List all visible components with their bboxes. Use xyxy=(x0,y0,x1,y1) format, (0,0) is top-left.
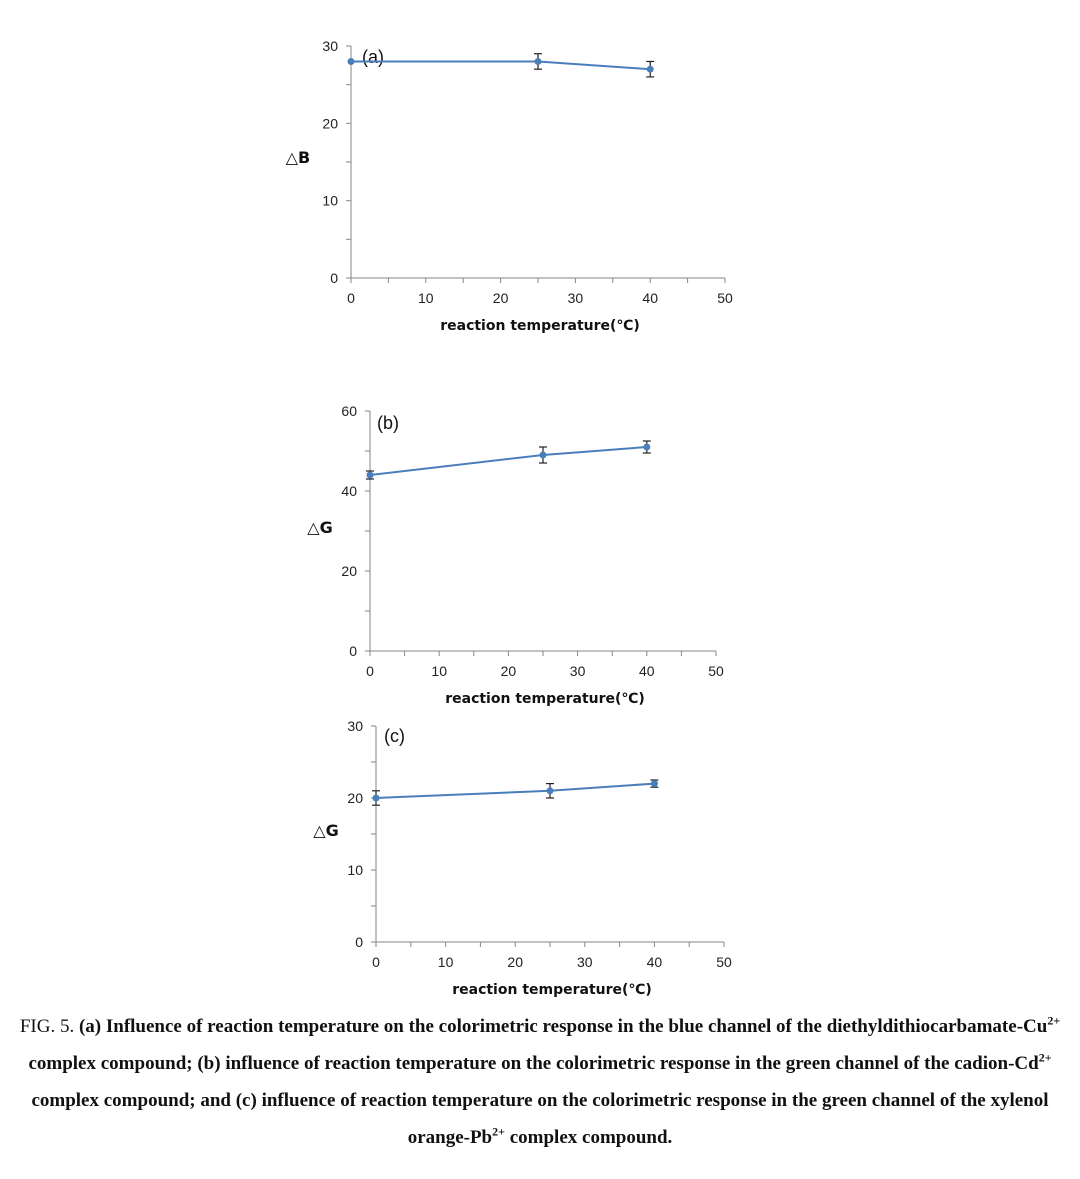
data-point xyxy=(347,57,355,65)
chart-panel-2: 0 10 20 30 0 10 20 30 40 50 reaction temperature(℃… xyxy=(313,718,732,998)
x-tick-label: 40 xyxy=(639,663,655,679)
panel-label: (c) xyxy=(384,726,405,746)
x-tick-label: 10 xyxy=(431,663,447,679)
x-tick-label: 10 xyxy=(418,290,434,306)
data-point xyxy=(372,794,380,802)
x-tick-label: 50 xyxy=(708,663,724,679)
panel-label: (a) xyxy=(362,47,384,67)
x-tick-label: 20 xyxy=(493,290,509,306)
x-tick-label: 0 xyxy=(372,954,380,970)
figure-caption: FIG. 5. (a) Influence of reaction temper… xyxy=(0,1008,1080,1156)
series-line xyxy=(351,60,651,71)
y-tick-label: 0 xyxy=(330,270,338,286)
y-tick-label: 40 xyxy=(341,483,357,499)
data-point xyxy=(646,65,654,73)
caption-part-d: complex compound. xyxy=(504,1127,673,1148)
caption-sup-cu: 2+ xyxy=(1047,1013,1061,1028)
x-tick-label: 30 xyxy=(570,663,586,679)
x-tick-label: 50 xyxy=(717,290,733,306)
series-line xyxy=(375,782,655,799)
caption-sup-pb: 2+ xyxy=(492,1124,505,1139)
y-tick-label: 30 xyxy=(322,38,338,54)
series-line xyxy=(369,446,647,476)
y-tick-label: 10 xyxy=(322,193,338,209)
x-tick-label: 50 xyxy=(716,954,732,970)
caption-part-c: complex compound; and (c) influence of r… xyxy=(31,1090,1049,1148)
y-tick-label: 30 xyxy=(347,718,363,734)
data-point xyxy=(643,443,651,451)
data-point xyxy=(650,780,658,788)
x-tick-label: 40 xyxy=(647,954,663,970)
chart-panel-0: 0 10 20 30 0 10 20 30 40 50 reaction temperature(℃… xyxy=(286,38,733,334)
y-tick-label: 20 xyxy=(347,790,363,806)
y-tick-label: 60 xyxy=(341,403,357,419)
data-point xyxy=(546,787,554,795)
y-tick-label: 20 xyxy=(322,115,338,131)
y-axis-title: △G xyxy=(307,518,332,537)
x-tick-label: 0 xyxy=(347,290,355,306)
y-tick-label: 10 xyxy=(347,862,363,878)
y-axis-title: △B xyxy=(286,148,311,167)
caption-part-b: complex compound; (b) influence of react… xyxy=(28,1053,1039,1074)
y-tick-label: 0 xyxy=(355,934,363,950)
x-tick-label: 40 xyxy=(642,290,658,306)
chart-panel-1: 0 20 40 60 0 10 20 30 40 50 reaction temperature(℃… xyxy=(307,403,724,707)
x-axis-title: reaction temperature(℃) xyxy=(445,691,645,707)
x-tick-label: 30 xyxy=(577,954,593,970)
y-tick-label: 0 xyxy=(349,643,357,659)
x-tick-label: 10 xyxy=(438,954,454,970)
x-tick-label: 20 xyxy=(501,663,517,679)
data-point xyxy=(366,471,374,479)
y-tick-label: 20 xyxy=(341,563,357,579)
data-point xyxy=(539,451,547,459)
data-point xyxy=(534,57,542,65)
panel-label: (b) xyxy=(377,413,399,433)
figure-panels: 0 10 20 30 0 10 20 30 40 50 reaction temperature(℃… xyxy=(286,38,733,998)
x-axis-title: reaction temperature(℃) xyxy=(440,318,640,334)
caption-part-a: (a) Influence of reaction temperature on… xyxy=(78,1016,1048,1037)
x-tick-label: 0 xyxy=(366,663,374,679)
x-axis-title: reaction temperature(℃) xyxy=(452,982,652,998)
x-tick-label: 30 xyxy=(568,290,584,306)
caption-fig-label: FIG. 5. xyxy=(19,1016,79,1037)
caption-sup-cd: 2+ xyxy=(1038,1050,1052,1065)
y-axis-title: △G xyxy=(313,821,338,840)
x-tick-label: 20 xyxy=(507,954,523,970)
